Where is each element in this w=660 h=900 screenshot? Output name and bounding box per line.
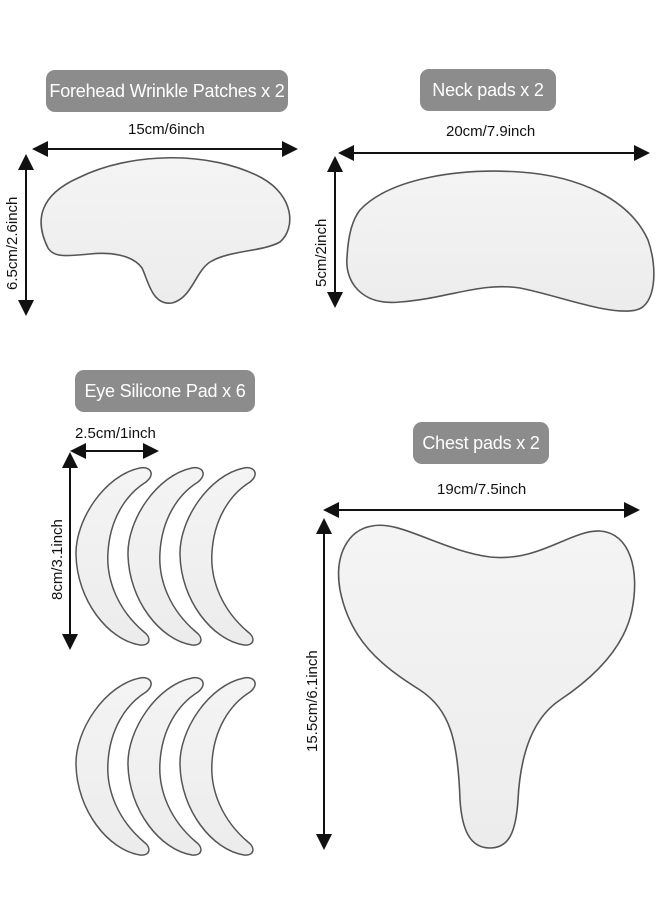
forehead-width-label: 15cm/6inch	[128, 121, 205, 138]
eye-pad-2	[127, 466, 204, 646]
eye-pads-group	[75, 466, 256, 856]
neck-width-label: 20cm/7.9inch	[446, 123, 536, 140]
eye-pad-4	[75, 676, 152, 856]
forehead-patch-shape	[40, 156, 291, 304]
eye-pad-1	[75, 466, 152, 646]
eye-label: Eye Silicone Pad x 6	[75, 370, 255, 412]
chest-width-label: 19cm/7.5inch	[437, 481, 527, 498]
eye-pad-3	[179, 466, 256, 646]
eye-width-label: 2.5cm/1inch	[75, 425, 156, 442]
chest-height-label: 15.5cm/6.1inch	[304, 650, 321, 752]
chest-label: Chest pads x 2	[413, 422, 549, 464]
eye-pad-6	[179, 676, 256, 856]
forehead-height-label: 6.5cm/2.6inch	[4, 196, 21, 290]
neck-pad-shape	[346, 170, 655, 312]
forehead-label: Forehead Wrinkle Patches x 2	[46, 70, 288, 112]
eye-height-label: 8cm/3.1inch	[49, 519, 66, 600]
chest-pad-shape	[337, 524, 636, 849]
neck-height-label: 5cm/2inch	[313, 218, 330, 287]
neck-label: Neck pads x 2	[420, 69, 556, 111]
eye-pad-5	[127, 676, 204, 856]
